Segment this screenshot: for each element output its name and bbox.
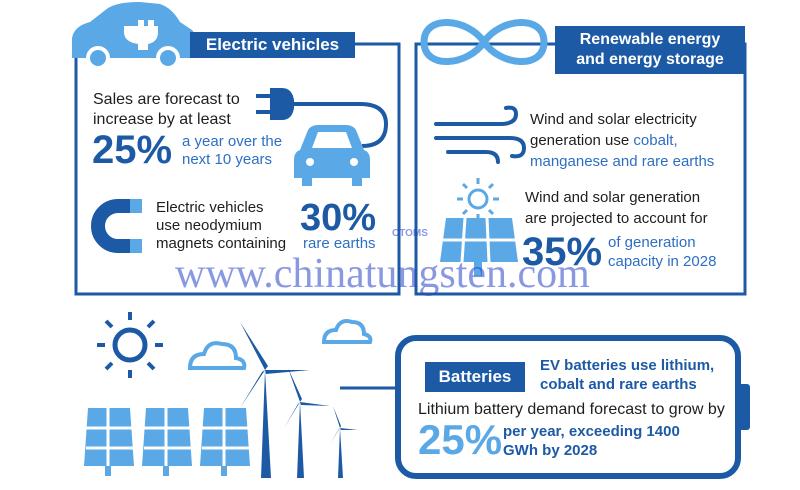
text-line: generation use cobalt, — [530, 131, 678, 151]
plug-car-icon — [256, 88, 389, 186]
text-line: increase by at least — [93, 111, 231, 128]
solar-icon — [440, 178, 518, 276]
battery-terminal — [738, 384, 750, 430]
wind-icon — [434, 105, 527, 164]
infinity-icon — [420, 19, 548, 65]
highlight: manganese and rare earths — [530, 153, 715, 170]
landscape-icons — [84, 312, 373, 478]
text-line: Wind and solar electricity — [530, 111, 697, 128]
car-icon — [72, 2, 197, 70]
renewable-title: Renewable energy and energy storage — [555, 26, 745, 74]
text-part: generation use — [530, 132, 630, 149]
magnet-icon — [91, 199, 142, 253]
text-line: GWh by 2028 — [503, 442, 598, 459]
title-line: and energy storage — [576, 51, 724, 68]
text-line: rare earths — [303, 235, 376, 252]
percent: 25% — [418, 416, 503, 463]
text-line: are projected to account for — [525, 210, 708, 227]
batteries-label: Batteries — [425, 362, 525, 392]
ev-title: Electric vehicles — [190, 32, 355, 58]
percent: 35% — [522, 230, 603, 274]
text-line: of generation — [608, 234, 696, 251]
text-line: a year over the — [182, 133, 283, 150]
text-line: cobalt and rare earths — [540, 376, 697, 393]
watermark-url: www.chinatungsten.com — [175, 251, 590, 297]
text-line: Electric vehicles — [156, 199, 264, 216]
text-line: Lithium battery demand forecast to grow … — [418, 401, 725, 418]
text-line: Sales are forecast to — [93, 91, 240, 108]
percent: 25% — [92, 128, 173, 172]
text-line: magnets containing — [156, 235, 287, 252]
text-line: Wind and solar generation — [525, 189, 701, 206]
percent: 30% — [300, 197, 377, 239]
highlight: cobalt, — [633, 132, 678, 149]
title-line: Renewable energy — [579, 31, 721, 48]
text-line: capacity in 2028 — [608, 253, 717, 270]
watermark-logo: CTOMS — [392, 228, 428, 239]
text-line: per year, exceeding 1400 — [503, 423, 680, 440]
text-line: next 10 years — [182, 151, 273, 168]
text-line: EV batteries use lithium, — [540, 357, 715, 374]
text-line: use neodymium — [156, 217, 262, 234]
